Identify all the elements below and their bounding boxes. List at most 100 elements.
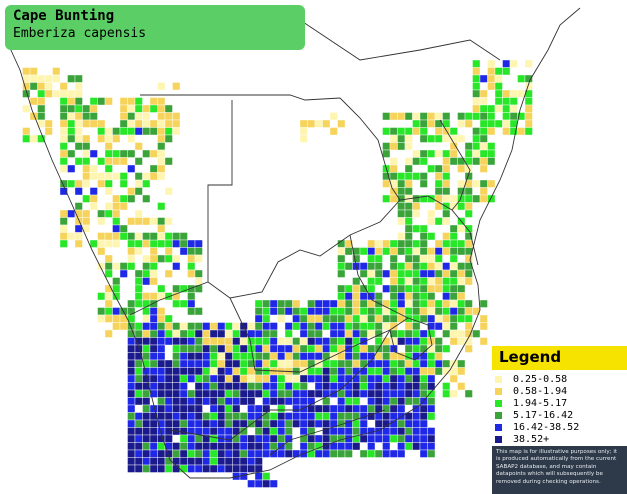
occurrence-cell — [209, 404, 218, 413]
occurrence-cell — [412, 209, 421, 218]
occurrence-cell — [412, 254, 421, 263]
occurrence-cell — [314, 412, 323, 421]
occurrence-cell — [29, 97, 38, 106]
occurrence-cell — [292, 367, 301, 376]
occurrence-cell — [472, 307, 481, 316]
occurrence-cell — [322, 374, 331, 383]
occurrence-cell — [367, 269, 376, 278]
occurrence-cell — [374, 382, 383, 391]
occurrence-cell — [427, 367, 436, 376]
occurrence-cell — [127, 239, 136, 248]
occurrence-cell — [134, 172, 143, 181]
occurrence-cell — [164, 269, 173, 278]
occurrence-cell — [367, 434, 376, 443]
occurrence-cell — [457, 367, 466, 376]
occurrence-cell — [194, 434, 203, 443]
occurrence-cell — [479, 164, 488, 173]
occurrence-cell — [359, 359, 368, 368]
occurrence-cell — [457, 329, 466, 338]
occurrence-cell — [224, 412, 233, 421]
occurrence-cell — [352, 419, 361, 428]
occurrence-cell — [359, 292, 368, 301]
occurrence-cell — [134, 322, 143, 331]
occurrence-cell — [172, 329, 181, 338]
occurrence-cell — [389, 359, 398, 368]
occurrence-cell — [134, 397, 143, 406]
legend-item: 0.58-1.94 — [492, 385, 627, 398]
occurrence-cell — [412, 397, 421, 406]
occurrence-cell — [449, 284, 458, 293]
occurrence-cell — [464, 202, 473, 211]
occurrence-cell — [142, 419, 151, 428]
occurrence-cell — [374, 419, 383, 428]
occurrence-cell — [104, 254, 113, 263]
occurrence-cell — [142, 434, 151, 443]
occurrence-cell — [112, 322, 121, 331]
occurrence-cell — [127, 187, 136, 196]
occurrence-cell — [314, 352, 323, 361]
occurrence-cell — [352, 299, 361, 308]
occurrence-cell — [172, 82, 181, 91]
occurrence-cell — [494, 97, 503, 106]
occurrence-cell — [277, 314, 286, 323]
occurrence-cell — [449, 224, 458, 233]
occurrence-cell — [337, 314, 346, 323]
occurrence-cell — [74, 187, 83, 196]
occurrence-cell — [472, 142, 481, 151]
occurrence-cell — [344, 284, 353, 293]
occurrence-cell — [337, 269, 346, 278]
occurrence-cell — [479, 179, 488, 188]
occurrence-cell — [427, 412, 436, 421]
occurrence-cell — [367, 344, 376, 353]
occurrence-cell — [194, 404, 203, 413]
occurrence-cell — [172, 299, 181, 308]
occurrence-cell — [67, 127, 76, 136]
occurrence-cell — [487, 104, 496, 113]
occurrence-cell — [457, 382, 466, 391]
occurrence-cell — [217, 449, 226, 458]
occurrence-cell — [269, 412, 278, 421]
occurrence-cell — [419, 404, 428, 413]
occurrence-cell — [179, 464, 188, 473]
occurrence-cell — [404, 202, 413, 211]
occurrence-cell — [344, 337, 353, 346]
occurrence-cell — [464, 149, 473, 158]
occurrence-cell — [442, 389, 451, 398]
occurrence-cell — [382, 344, 391, 353]
occurrence-cell — [149, 367, 158, 376]
occurrence-cell — [359, 382, 368, 391]
occurrence-cell — [352, 254, 361, 263]
occurrence-cell — [457, 247, 466, 256]
occurrence-cell — [127, 262, 136, 271]
occurrence-cell — [374, 322, 383, 331]
occurrence-cell — [329, 329, 338, 338]
occurrence-cell — [434, 194, 443, 203]
occurrence-cell — [449, 232, 458, 241]
occurrence-cell — [172, 112, 181, 121]
occurrence-cell — [314, 434, 323, 443]
occurrence-cell — [464, 194, 473, 203]
occurrence-cell — [442, 314, 451, 323]
occurrence-cell — [179, 247, 188, 256]
occurrence-cell — [194, 329, 203, 338]
occurrence-cell — [412, 337, 421, 346]
occurrence-cell — [344, 262, 353, 271]
occurrence-cell — [509, 59, 518, 68]
occurrence-cell — [442, 209, 451, 218]
occurrence-cell — [427, 374, 436, 383]
occurrence-cell — [464, 299, 473, 308]
occurrence-cell — [157, 322, 166, 331]
occurrence-cell — [337, 292, 346, 301]
occurrence-cell — [37, 104, 46, 113]
occurrence-cell — [464, 239, 473, 248]
occurrence-cell — [472, 179, 481, 188]
occurrence-cell — [157, 172, 166, 181]
occurrence-cell — [479, 314, 488, 323]
occurrence-cell — [172, 322, 181, 331]
occurrence-cell — [367, 307, 376, 316]
occurrence-cell — [374, 239, 383, 248]
occurrence-cell — [479, 149, 488, 158]
occurrence-cell — [299, 419, 308, 428]
occurrence-cell — [239, 352, 248, 361]
occurrence-cell — [352, 352, 361, 361]
